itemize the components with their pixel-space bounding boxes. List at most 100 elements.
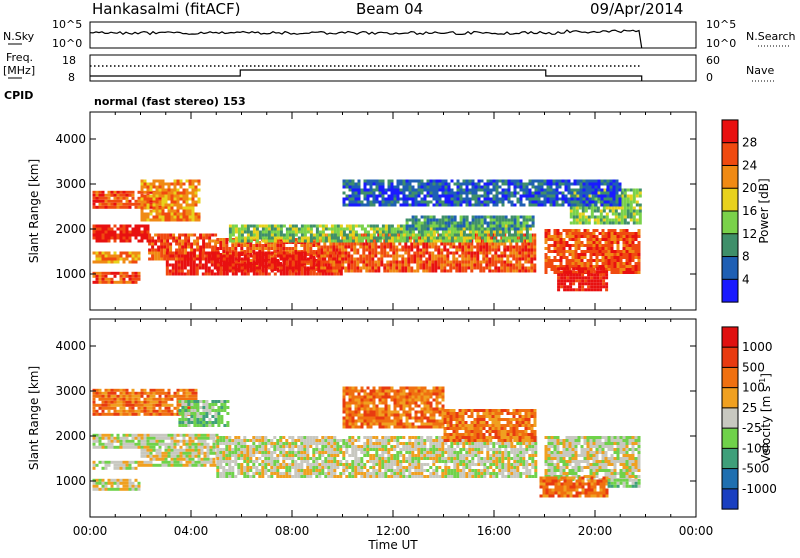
heatmap-cell bbox=[105, 407, 108, 410]
heatmap-cell bbox=[317, 252, 320, 255]
heatmap-cell bbox=[111, 392, 114, 395]
heatmap-cell bbox=[633, 189, 636, 192]
heatmap-cell bbox=[370, 189, 373, 192]
heatmap-cell bbox=[590, 250, 593, 253]
heatmap-cell bbox=[362, 234, 365, 237]
heatmap-cell bbox=[508, 240, 511, 243]
heatmap-cell bbox=[560, 267, 563, 270]
heatmap-cell bbox=[437, 252, 440, 255]
heatmap-cell bbox=[120, 237, 123, 240]
heatmap-cell bbox=[487, 201, 490, 204]
heatmap-cell bbox=[150, 407, 153, 410]
heatmap-cell bbox=[608, 241, 611, 244]
heatmap-cell bbox=[117, 281, 120, 284]
heatmap-cell bbox=[451, 180, 454, 183]
heatmap-cell bbox=[388, 201, 391, 204]
heatmap-cell bbox=[635, 247, 638, 250]
heatmap-cell bbox=[371, 261, 374, 264]
heatmap-cell bbox=[574, 201, 577, 204]
heatmap-cell bbox=[147, 183, 150, 186]
heatmap-cell bbox=[144, 392, 147, 395]
heatmap-cell bbox=[484, 192, 487, 195]
heatmap-cell bbox=[232, 240, 235, 243]
heatmap-cell bbox=[401, 261, 404, 264]
heatmap-cell bbox=[397, 189, 400, 192]
heatmap-cell bbox=[506, 246, 509, 249]
heatmap-cell bbox=[123, 252, 126, 255]
heatmap-cell bbox=[329, 267, 332, 270]
heatmap-cell bbox=[282, 244, 285, 247]
heatmap-cell bbox=[485, 243, 488, 246]
heatmap-cell bbox=[488, 264, 491, 267]
heatmap-cell bbox=[482, 261, 485, 264]
heatmap-cell bbox=[521, 249, 524, 252]
heatmap-cell bbox=[93, 252, 96, 255]
heatmap-cell bbox=[262, 264, 265, 267]
heatmap-cell bbox=[334, 225, 337, 228]
heatmap-cell bbox=[587, 282, 590, 285]
heatmap-cell bbox=[638, 247, 641, 250]
heatmap-cell bbox=[114, 440, 117, 443]
heatmap-cell bbox=[162, 401, 165, 404]
heatmap-cell bbox=[355, 204, 358, 207]
heatmap-cell bbox=[193, 264, 196, 267]
heatmap-cell bbox=[526, 219, 529, 222]
heatmap-cell bbox=[301, 237, 304, 240]
heatmap-cell bbox=[572, 279, 575, 282]
heatmap-cell bbox=[572, 262, 575, 265]
heatmap-cell bbox=[481, 186, 484, 189]
heatmap-cell bbox=[205, 234, 208, 237]
heatmap-cell bbox=[599, 232, 602, 235]
heatmap-cell bbox=[592, 183, 595, 186]
heatmap-cell bbox=[141, 225, 144, 228]
heatmap-cell bbox=[111, 401, 114, 404]
heatmap-cell bbox=[346, 195, 349, 198]
heatmap-cell bbox=[427, 216, 430, 219]
heatmap-cell bbox=[313, 273, 316, 276]
heatmap-cell bbox=[557, 270, 560, 273]
heatmap-cell bbox=[286, 240, 289, 243]
heatmap-cell bbox=[391, 189, 394, 192]
heatmap-cell bbox=[99, 234, 102, 237]
heatmap-cell bbox=[253, 273, 256, 276]
heatmap-cell bbox=[511, 183, 514, 186]
heatmap-cell bbox=[445, 219, 448, 222]
heatmap-cell bbox=[591, 207, 594, 210]
heatmap-cell bbox=[356, 261, 359, 264]
heatmap-cell bbox=[466, 216, 469, 219]
heatmap-cell bbox=[494, 246, 497, 249]
heatmap-cell bbox=[205, 246, 208, 249]
heatmap-cell bbox=[189, 186, 192, 189]
heatmap-cell bbox=[457, 234, 460, 237]
heatmap-cell bbox=[403, 198, 406, 201]
heatmap-cell bbox=[291, 247, 294, 250]
heatmap-cell bbox=[410, 246, 413, 249]
heatmap-cell bbox=[135, 234, 138, 237]
heatmap-cell bbox=[355, 234, 358, 237]
heatmap-cell bbox=[150, 392, 153, 395]
heatmap-cell bbox=[578, 267, 581, 270]
heatmap-cell bbox=[585, 207, 588, 210]
heatmap-cell bbox=[407, 249, 410, 252]
heatmap-cell bbox=[362, 249, 365, 252]
heatmap-cell bbox=[309, 244, 312, 247]
heatmap-cell bbox=[566, 256, 569, 259]
heatmap-cell bbox=[373, 183, 376, 186]
heatmap-cell bbox=[590, 232, 593, 235]
heatmap-cell bbox=[633, 195, 636, 198]
heatmap-cell bbox=[99, 272, 102, 275]
heatmap-cell bbox=[467, 258, 470, 261]
heatmap-cell bbox=[220, 264, 223, 267]
heatmap-cell bbox=[563, 247, 566, 250]
heatmap-cell bbox=[479, 270, 482, 273]
heatmap-cell bbox=[114, 225, 117, 228]
heatmap-cell bbox=[457, 231, 460, 234]
heatmap-cell bbox=[454, 222, 457, 225]
heatmap-cell bbox=[294, 244, 297, 247]
heatmap-cell bbox=[165, 407, 168, 410]
heatmap-cell bbox=[235, 237, 238, 240]
heatmap-cell bbox=[619, 201, 622, 204]
heatmap-cell bbox=[307, 273, 310, 276]
heatmap-cell bbox=[120, 272, 123, 275]
heatmap-cell bbox=[636, 219, 639, 222]
